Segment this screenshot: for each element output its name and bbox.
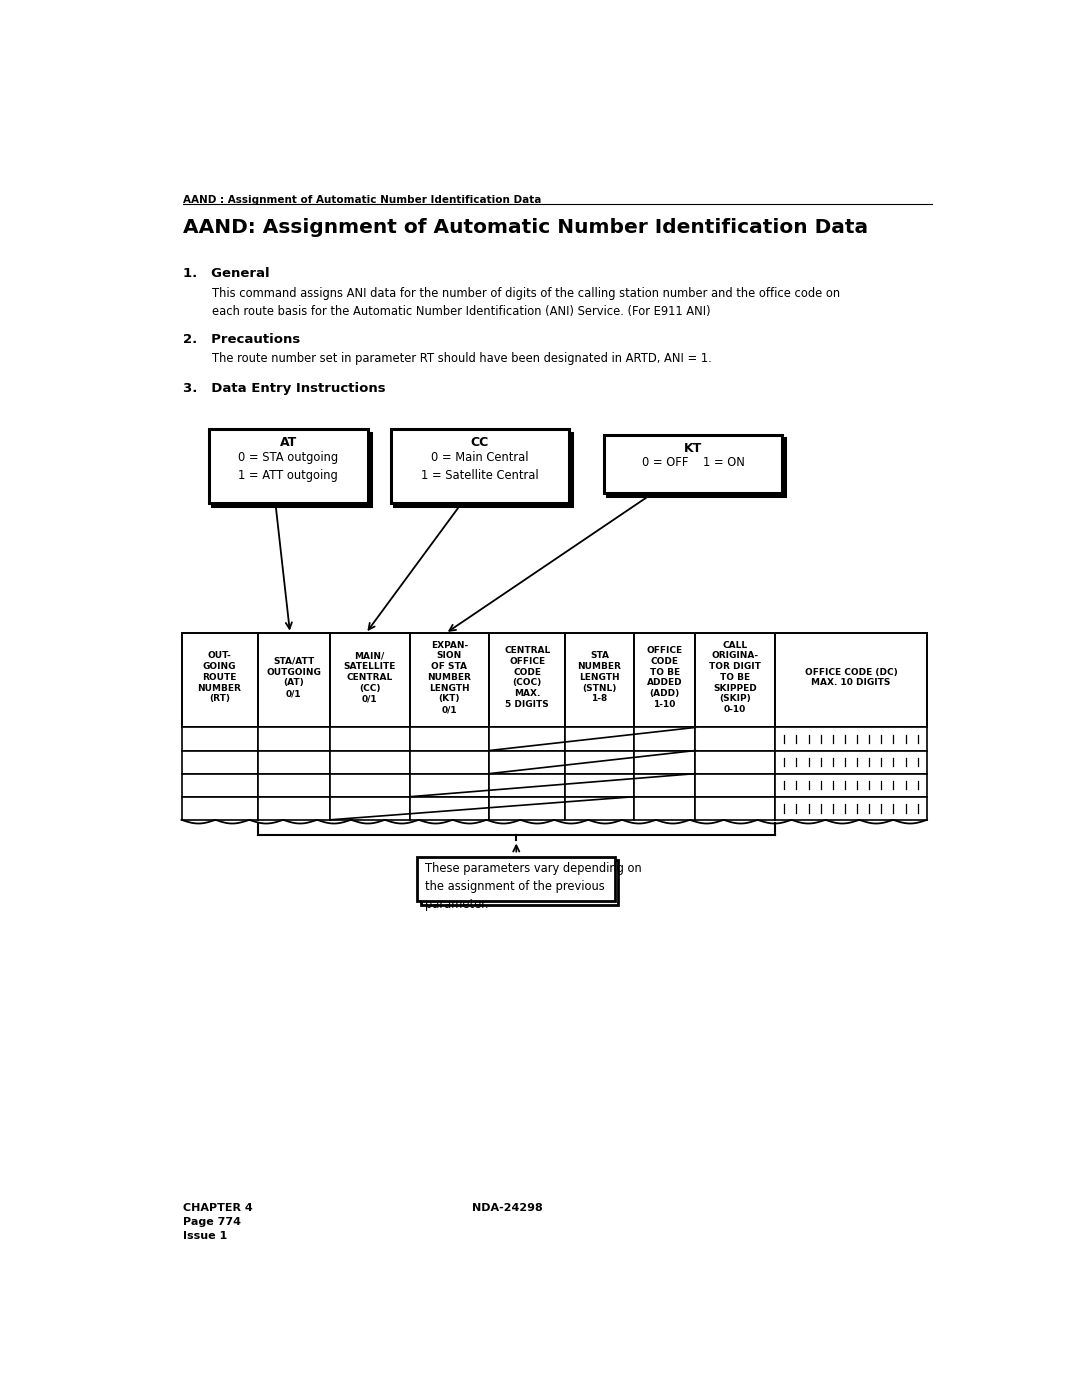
Bar [634,796,696,820]
Bar [775,633,927,728]
Bar [329,774,409,796]
Bar [489,750,565,774]
Bar [181,728,257,750]
Text: OFFICE CODE (DC)
MAX. 10 DIGITS: OFFICE CODE (DC) MAX. 10 DIGITS [805,668,897,687]
Text: CENTRAL
OFFICE
CODE
(COC)
MAX.
5 DIGITS: CENTRAL OFFICE CODE (COC) MAX. 5 DIGITS [504,645,550,708]
Bar [565,796,634,820]
Bar [565,774,634,796]
Bar [634,728,696,750]
Text: NDA-24298: NDA-24298 [472,1203,542,1213]
Bar [775,750,927,774]
Text: AT: AT [280,436,297,450]
Bar [409,750,489,774]
Bar [634,774,696,796]
Bar [489,728,565,750]
Bar [409,633,489,728]
Bar [257,750,329,774]
Text: AAND: Assignment of Automatic Number Identification Data: AAND: Assignment of Automatic Number Ide… [183,218,868,236]
Bar [634,633,696,728]
Text: These parameters vary depending on
the assignment of the previous
parameter.: These parameters vary depending on the a… [426,862,642,911]
Bar [696,750,775,774]
Bar [634,750,696,774]
Text: OUT-
GOING
ROUTE
NUMBER
(RT): OUT- GOING ROUTE NUMBER (RT) [198,651,242,703]
Text: This command assigns ANI data for the number of digits of the calling station nu: This command assigns ANI data for the nu… [213,286,840,319]
Text: 0 = Main Central
1 = Satellite Central: 0 = Main Central 1 = Satellite Central [421,451,539,482]
Bar [329,728,409,750]
Bar [420,861,618,904]
Bar [565,633,634,728]
Bar [409,728,489,750]
Bar [329,633,409,728]
Text: CALL
ORIGINA-
TOR DIGIT
TO BE
SKIPPED
(SKIP)
0-10: CALL ORIGINA- TOR DIGIT TO BE SKIPPED (S… [710,641,761,714]
Bar [565,750,634,774]
Bar [607,437,785,496]
Text: CHAPTER 4
Page 774
Issue 1: CHAPTER 4 Page 774 Issue 1 [183,1203,253,1242]
Bar [604,434,782,493]
Bar [181,796,257,820]
Bar [257,728,329,750]
Bar [212,433,370,506]
Text: KT: KT [684,441,702,455]
Text: 0 = OFF    1 = ON: 0 = OFF 1 = ON [642,457,744,469]
Bar [329,796,409,820]
Text: 3.   Data Entry Instructions: 3. Data Entry Instructions [183,383,386,395]
Text: OFFICE
CODE
TO BE
ADDED
(ADD)
1-10: OFFICE CODE TO BE ADDED (ADD) 1-10 [647,645,683,708]
Text: STA/ATT
OUTGOING
(AT)
0/1: STA/ATT OUTGOING (AT) 0/1 [267,657,321,698]
Bar [775,774,927,796]
Bar [775,728,927,750]
Bar [391,429,569,503]
Bar [257,633,329,728]
Bar [181,774,257,796]
Bar [696,728,775,750]
Bar [181,633,257,728]
Bar [409,774,489,796]
Bar [489,796,565,820]
Bar [418,856,616,901]
Bar [489,633,565,728]
Bar [329,750,409,774]
Bar [257,774,329,796]
Text: MAIN/
SATELLITE
CENTRAL
(CC)
0/1: MAIN/ SATELLITE CENTRAL (CC) 0/1 [343,651,396,703]
Bar [696,774,775,796]
Bar [775,796,927,820]
Text: CC: CC [471,436,489,450]
Text: EXPAN-
SION
OF STA
NUMBER
LENGTH
(KT)
0/1: EXPAN- SION OF STA NUMBER LENGTH (KT) 0/… [428,641,471,714]
Bar [208,429,367,503]
Text: 2.   Precautions: 2. Precautions [183,334,300,346]
Bar [181,750,257,774]
Text: The route number set in parameter RT should have been designated in ARTD, ANI = : The route number set in parameter RT sho… [213,352,712,365]
Text: 0 = STA outgoing
1 = ATT outgoing: 0 = STA outgoing 1 = ATT outgoing [238,451,338,482]
Bar [696,796,775,820]
Bar [257,796,329,820]
Bar [489,774,565,796]
Text: STA
NUMBER
LENGTH
(STNL)
1-8: STA NUMBER LENGTH (STNL) 1-8 [578,651,621,703]
Bar [409,796,489,820]
Bar [565,728,634,750]
Bar [696,633,775,728]
Text: 1.   General: 1. General [183,267,270,279]
Bar [394,433,572,506]
Text: AAND : Assignment of Automatic Number Identification Data: AAND : Assignment of Automatic Number Id… [183,194,541,204]
